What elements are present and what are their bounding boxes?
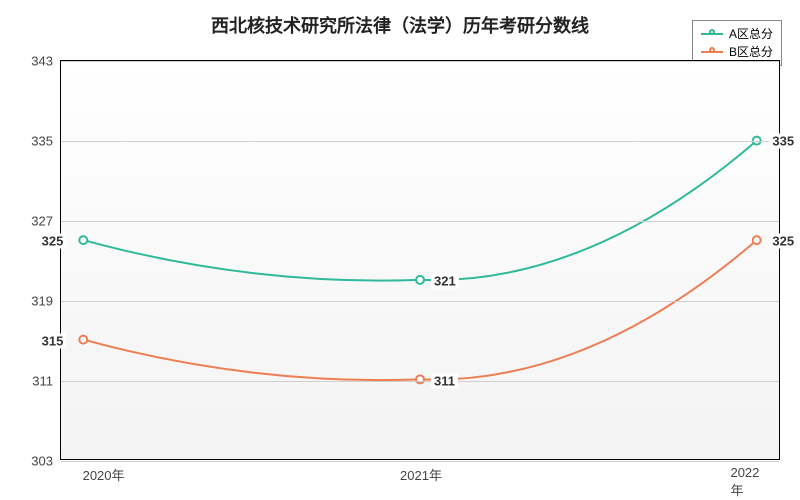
gridline <box>61 461 779 462</box>
series-line <box>83 141 756 281</box>
legend-swatch-b <box>701 51 723 53</box>
data-point <box>79 336 87 344</box>
data-point <box>416 375 424 383</box>
data-point-label: 325 <box>39 234 67 249</box>
data-point-label: 325 <box>769 234 797 249</box>
gridline <box>61 61 779 62</box>
legend-item-b: B区总分 <box>701 43 773 61</box>
gridline <box>61 221 779 222</box>
gridline <box>61 141 779 142</box>
xtick-label: 2022年 <box>730 465 759 499</box>
chart-svg <box>61 61 779 459</box>
ytick-label: 327 <box>31 214 53 229</box>
ytick-label: 343 <box>31 54 53 69</box>
plot-area: 3033113193273353432020年2021年2022年3253213… <box>60 60 780 460</box>
data-point <box>79 236 87 244</box>
data-point-label: 311 <box>431 374 458 389</box>
legend-label-a: A区总分 <box>729 25 773 43</box>
xtick-label: 2020年 <box>83 465 125 484</box>
data-point-label: 315 <box>39 334 67 349</box>
gridline <box>61 301 779 302</box>
ytick-label: 335 <box>31 134 53 149</box>
data-point <box>753 236 761 244</box>
legend-swatch-a <box>701 33 723 35</box>
legend-label-b: B区总分 <box>729 43 773 61</box>
ytick-label: 303 <box>31 454 53 469</box>
score-line-chart: 西北核技术研究所法律（法学）历年考研分数线 A区总分 B区总分 30331131… <box>0 0 800 500</box>
series-line <box>83 240 756 380</box>
data-point-label: 321 <box>431 274 459 289</box>
data-point-label: 335 <box>769 134 797 149</box>
legend-item-a: A区总分 <box>701 25 773 43</box>
ytick-label: 319 <box>31 294 53 309</box>
gridline <box>61 381 779 382</box>
xtick-label: 2021年 <box>400 465 442 484</box>
data-point <box>416 276 424 284</box>
chart-title: 西北核技术研究所法律（法学）历年考研分数线 <box>0 12 800 38</box>
ytick-label: 311 <box>32 374 53 389</box>
